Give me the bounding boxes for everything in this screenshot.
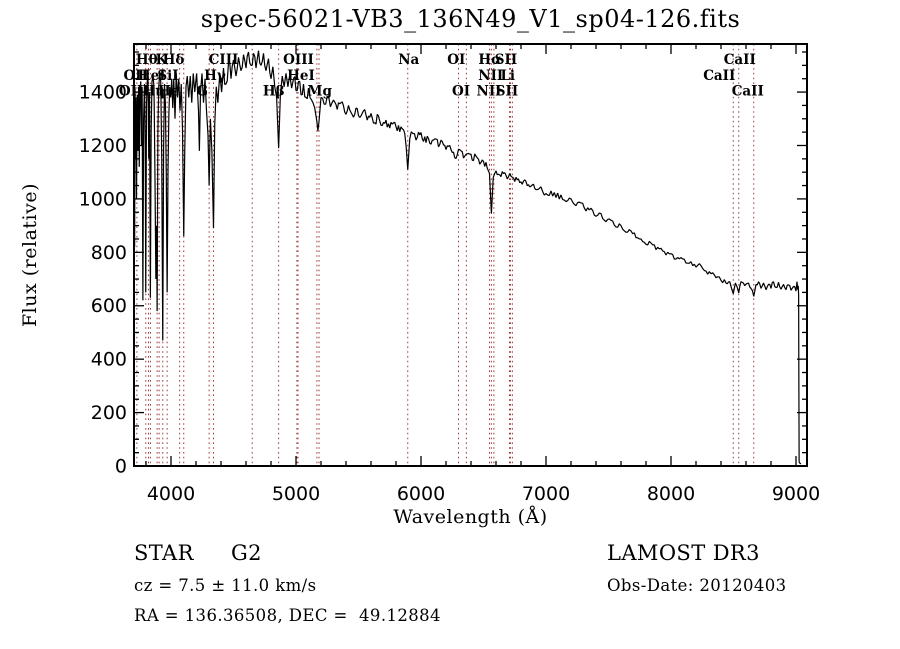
spectral-line-label: Mg — [308, 84, 333, 100]
spectral-line-label: SII — [495, 52, 517, 68]
class-label: STAR — [134, 541, 194, 565]
spectral-line-label: NII — [478, 68, 503, 84]
x-tick-label: 5000 — [272, 483, 320, 505]
x-tick-label: 7000 — [522, 483, 570, 505]
spectral-line-label: K — [156, 52, 169, 68]
y-tick-label: 0 — [115, 456, 127, 478]
spectrum-line — [134, 50, 802, 465]
spectral-line-label: NII — [477, 84, 502, 100]
spectral-line-label: Hα — [478, 52, 502, 68]
spectral-line-label: CaII — [703, 68, 735, 84]
obs-date: Obs-Date: 20120403 — [607, 576, 787, 595]
spectral-line-label: OIII — [283, 52, 314, 68]
y-tick-label: 600 — [91, 295, 127, 317]
spectral-line-label: CaII — [724, 52, 756, 68]
y-tick-label: 1000 — [79, 188, 127, 210]
spectral-line-label: Li — [500, 68, 515, 84]
spectral-line-label: Hβ — [263, 84, 285, 100]
spectral-line-label: G — [196, 84, 208, 100]
ra-dec-value: RA = 136.36508, DEC = 49.12884 — [134, 606, 441, 625]
spectral-line-label: HeI — [287, 68, 315, 84]
spectral-line-label: Na — [398, 52, 419, 68]
class-value: G2 — [231, 541, 262, 565]
spectral-line-label: SII — [496, 84, 518, 100]
plot-title: spec-56021-VB3_136N49_V1_sp04-126.fits — [200, 5, 741, 33]
x-axis-title: Wavelength (Å) — [393, 506, 548, 528]
x-tick-label: 4000 — [147, 483, 195, 505]
spectral-line-label: CaII — [732, 84, 764, 100]
spectral-line-label: OII — [124, 68, 148, 84]
plot-border — [133, 43, 808, 467]
cz-value: cz = 7.5 ± 11.0 km/s — [134, 576, 317, 595]
y-tick-label: 1200 — [79, 135, 127, 157]
spectral-line-label: OI — [452, 84, 470, 100]
x-tick-label: 9000 — [772, 483, 820, 505]
x-tick-label: 8000 — [647, 483, 695, 505]
survey-label: LAMOST DR3 — [607, 541, 760, 565]
y-tick-label: 800 — [91, 242, 127, 264]
spectral-line-label: Hθ — [136, 52, 158, 68]
spectral-line-label: CIII — [209, 52, 239, 68]
spectral-line-label: Hδ — [163, 52, 185, 68]
y-tick-label: 400 — [91, 349, 127, 371]
x-tick-label: 6000 — [397, 483, 445, 505]
y-tick-label: 200 — [91, 402, 127, 424]
spectral-line-label: OI — [447, 52, 465, 68]
y-tick-label: 1400 — [79, 82, 127, 104]
